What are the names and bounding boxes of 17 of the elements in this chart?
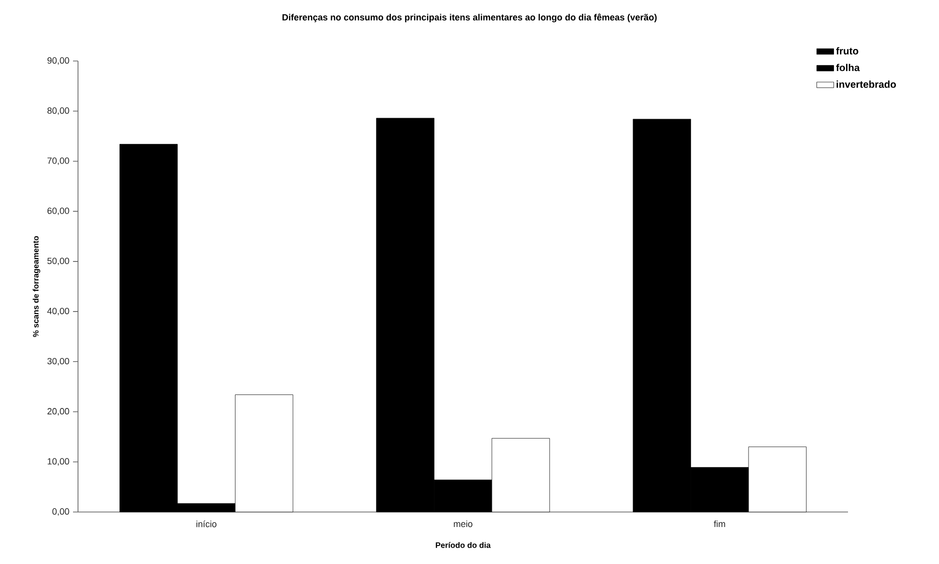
legend-label: invertebrado	[836, 80, 896, 88]
y-tick-label: 80,00	[47, 107, 70, 115]
x-tick-label: início	[196, 520, 216, 528]
y-tick-label: 40,00	[47, 308, 70, 316]
x-tick-label: fim	[714, 520, 726, 527]
x-tick-label: meio	[454, 520, 472, 528]
y-tick-label: 50,00	[47, 258, 70, 266]
y-tick-label: 60,00	[48, 208, 70, 216]
y-tick-label: 10,00	[48, 458, 70, 466]
y-tick-label: 90,00	[47, 57, 70, 65]
y-tick-label: 30,00	[47, 358, 70, 366]
y-tick-label: 70,00	[48, 158, 70, 165]
legend-label: folha	[836, 64, 860, 72]
legend-label: fruto	[836, 47, 858, 54]
y-tick-label: 20,00	[48, 408, 70, 416]
chart-title: Diferenças no consumo dos principais itens alimentares ao longo do dia fêmeas (verão)	[282, 14, 657, 22]
y-tick-label: 0,00	[52, 508, 70, 516]
